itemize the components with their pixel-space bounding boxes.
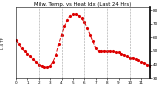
Text: L 4 TF: L 4 TF (1, 37, 5, 49)
Title: Milw. Temp. vs Heat Idx (Last 24 Hrs): Milw. Temp. vs Heat Idx (Last 24 Hrs) (34, 2, 132, 7)
